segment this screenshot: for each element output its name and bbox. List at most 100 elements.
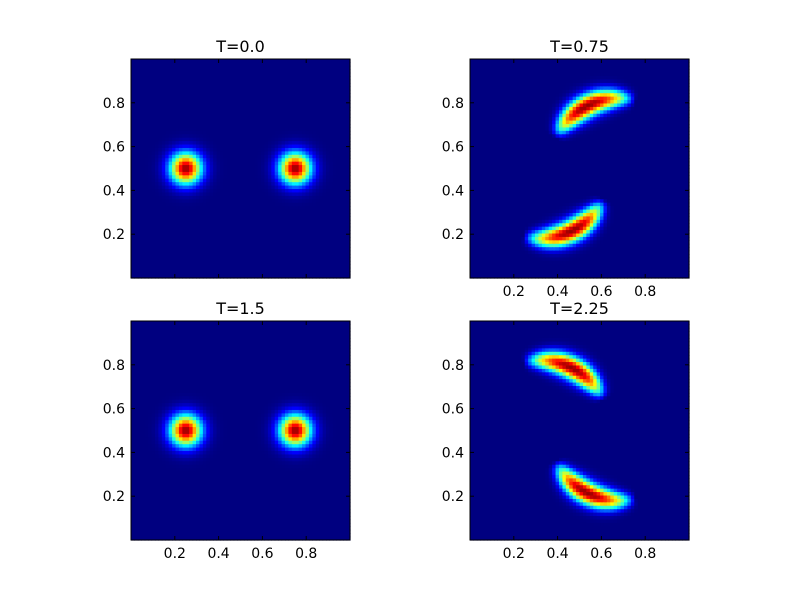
heatmap-cell	[319, 165, 324, 170]
heatmap-cell	[288, 69, 293, 74]
heatmap-cell	[178, 230, 183, 235]
heatmap-cell	[134, 161, 139, 166]
heatmap-cell	[264, 141, 269, 146]
heatmap-cell	[192, 250, 197, 255]
heatmap-cell	[671, 79, 676, 84]
heatmap-cell	[343, 233, 348, 238]
heatmap-cell	[134, 93, 139, 98]
heatmap-cell	[271, 120, 276, 125]
heatmap-cell	[264, 103, 269, 108]
y-tick-label: 0.2	[103, 227, 125, 243]
heatmap-cell	[182, 151, 187, 156]
heatmap-cell	[233, 236, 238, 241]
heatmap-cell	[315, 117, 320, 122]
heatmap-cell	[343, 69, 348, 74]
heatmap-cell	[473, 93, 478, 98]
heatmap-cell	[216, 199, 221, 204]
heatmap-cell	[216, 260, 221, 265]
heatmap-cell	[254, 264, 259, 269]
heatmap-cell	[678, 79, 683, 84]
heatmap-cell	[202, 271, 207, 276]
heatmap-cell	[202, 86, 207, 91]
heatmap-cell	[668, 86, 673, 91]
heatmap-cell	[329, 240, 334, 245]
heatmap-cell	[175, 230, 180, 235]
heatmap-cell	[247, 274, 252, 279]
heatmap-cell	[336, 260, 341, 265]
heatmap-cell	[158, 62, 163, 67]
heatmap-cell	[295, 250, 300, 255]
heatmap-cell	[654, 82, 659, 87]
heatmap-cell	[131, 113, 136, 118]
heatmap-cell	[326, 236, 331, 241]
heatmap-cell	[678, 86, 683, 91]
heatmap-cell	[151, 110, 156, 115]
heatmap-cell	[209, 264, 214, 269]
heatmap-cell	[148, 137, 153, 142]
heatmap-cell	[237, 103, 242, 108]
heatmap-cell	[261, 69, 266, 74]
heatmap-cell	[189, 161, 194, 166]
heatmap-cell	[343, 124, 348, 129]
heatmap-cell	[322, 216, 327, 221]
heatmap-cell	[178, 223, 183, 228]
heatmap-cell	[196, 147, 201, 152]
heatmap-cell	[261, 223, 266, 228]
heatmap-cell	[308, 117, 313, 122]
heatmap-cell	[154, 151, 159, 156]
heatmap-cell	[240, 271, 245, 276]
heatmap-cell	[185, 62, 190, 67]
heatmap-cell	[326, 233, 331, 238]
heatmap-cell	[274, 59, 279, 64]
heatmap-cell	[278, 189, 283, 194]
heatmap-cell	[230, 110, 235, 115]
heatmap-cell	[606, 82, 611, 87]
heatmap-cell	[257, 168, 262, 173]
heatmap-cell	[137, 69, 142, 74]
heatmap-cell	[305, 230, 310, 235]
heatmap-cell	[182, 96, 187, 101]
heatmap-cell	[312, 206, 317, 211]
heatmap-cell	[291, 182, 296, 187]
heatmap-cell	[206, 76, 211, 81]
heatmap-cell	[278, 168, 283, 173]
heatmap-cell	[541, 62, 546, 67]
heatmap-cell	[278, 65, 283, 70]
heatmap-cell	[137, 59, 142, 64]
heatmap-cell	[223, 271, 228, 276]
heatmap-cell	[264, 240, 269, 245]
heatmap-cell	[308, 65, 313, 70]
heatmap-cell	[202, 168, 207, 173]
heatmap-cell	[226, 134, 231, 139]
heatmap-cell	[223, 151, 228, 156]
heatmap-cell	[209, 250, 214, 255]
heatmap-cell	[346, 82, 351, 87]
heatmap-cell	[144, 117, 149, 122]
heatmap-cell	[185, 103, 190, 108]
heatmap-cell	[606, 96, 611, 101]
heatmap-cell	[213, 236, 218, 241]
heatmap-cell	[168, 103, 173, 108]
heatmap-cell	[230, 59, 235, 64]
heatmap-cell	[288, 260, 293, 265]
heatmap-cell	[257, 79, 262, 84]
heatmap-cell	[267, 250, 272, 255]
heatmap-cell	[237, 206, 242, 211]
heatmap-cell	[237, 100, 242, 105]
heatmap-cell	[189, 82, 194, 87]
heatmap-cell	[216, 216, 221, 221]
heatmap-cell	[131, 254, 136, 259]
heatmap-cell	[182, 257, 187, 262]
heatmap-cell	[312, 243, 317, 248]
heatmap-cell	[148, 199, 153, 204]
heatmap-cell	[271, 247, 276, 252]
heatmap-cell	[274, 130, 279, 135]
heatmap-cell	[490, 76, 495, 81]
heatmap-cell	[305, 96, 310, 101]
heatmap-cell	[319, 240, 324, 245]
heatmap-cell	[281, 243, 286, 248]
heatmap-cell	[671, 96, 676, 101]
heatmap-cell	[264, 86, 269, 91]
heatmap-cell	[202, 226, 207, 231]
heatmap-cell	[137, 165, 142, 170]
